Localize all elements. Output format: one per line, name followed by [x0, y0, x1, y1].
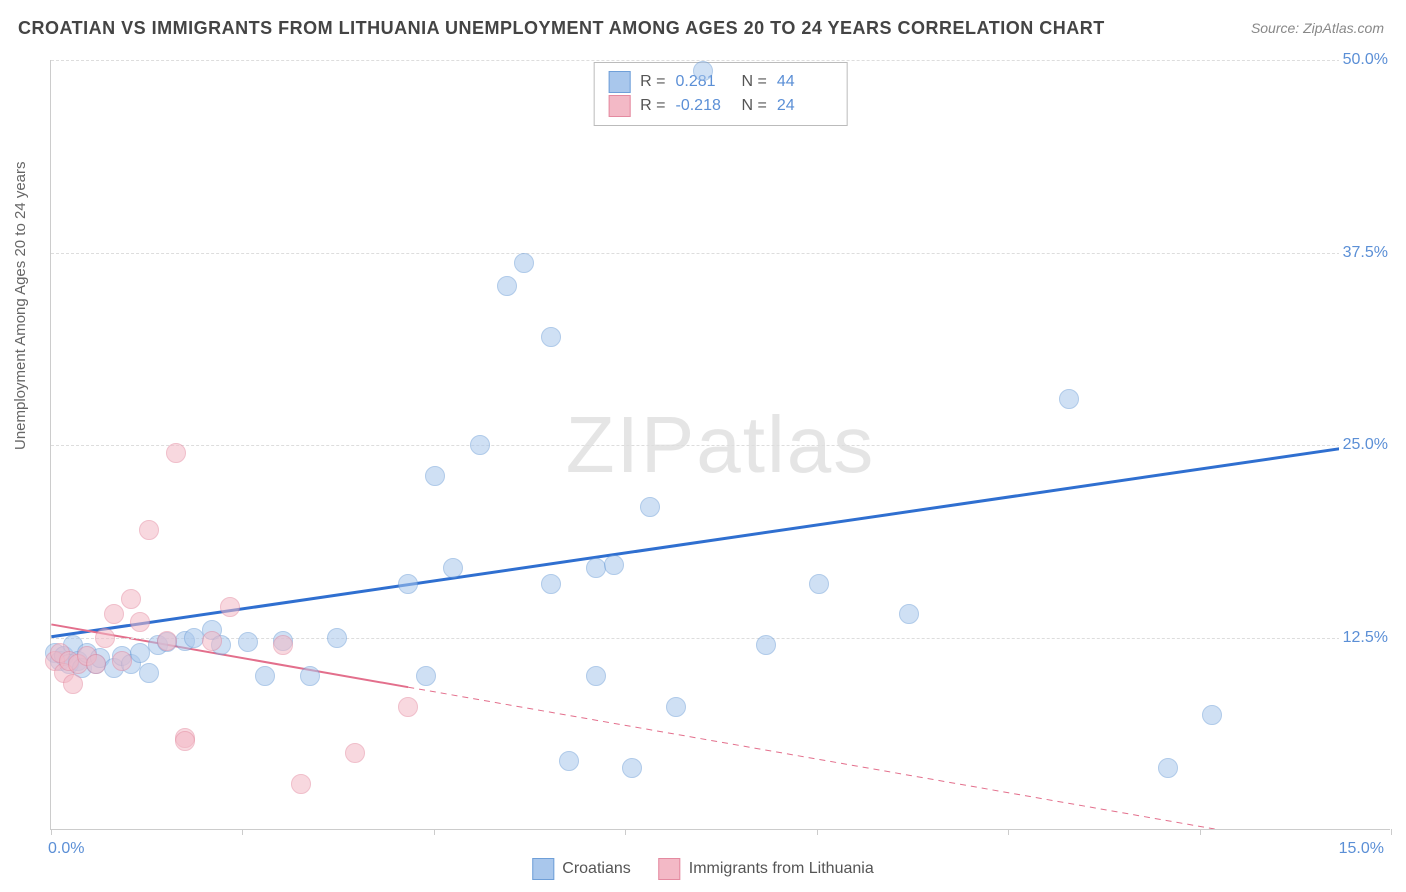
- y-tick-label: 25.0%: [1339, 436, 1392, 454]
- data-point: [497, 276, 517, 296]
- legend-bottom-label-0: Croatians: [562, 860, 630, 878]
- data-point: [756, 635, 776, 655]
- x-tick-mark: [625, 829, 626, 835]
- legend-stats-row-0: R = 0.281 N = 44: [608, 71, 833, 93]
- data-point: [291, 774, 311, 794]
- r-label: R =: [640, 97, 665, 115]
- data-point: [130, 612, 150, 632]
- data-point: [640, 497, 660, 517]
- r-label: R =: [640, 73, 665, 91]
- legend-stats-row-1: R = -0.218 N = 24: [608, 95, 833, 117]
- data-point: [666, 697, 686, 717]
- data-point: [255, 666, 275, 686]
- legend-swatch-0: [608, 71, 630, 93]
- data-point: [139, 520, 159, 540]
- x-axis-min-label: 0.0%: [48, 840, 84, 858]
- y-tick-label: 50.0%: [1339, 51, 1392, 69]
- legend-item-1: Immigrants from Lithuania: [659, 858, 874, 880]
- data-point: [175, 731, 195, 751]
- data-point: [416, 666, 436, 686]
- gridline: [51, 445, 1390, 446]
- source-label: Source: ZipAtlas.com: [1251, 20, 1384, 36]
- data-point: [95, 628, 115, 648]
- data-point: [139, 663, 159, 683]
- trend-line: [51, 441, 1389, 636]
- x-tick-mark: [242, 829, 243, 835]
- chart-title: CROATIAN VS IMMIGRANTS FROM LITHUANIA UN…: [18, 18, 1105, 39]
- x-axis-max-label: 15.0%: [1339, 840, 1384, 858]
- n-label: N =: [742, 73, 767, 91]
- data-point: [443, 558, 463, 578]
- data-point: [345, 743, 365, 763]
- data-point: [809, 574, 829, 594]
- n-label: N =: [742, 97, 767, 115]
- data-point: [273, 635, 293, 655]
- data-point: [238, 632, 258, 652]
- legend-bottom-swatch-1: [659, 858, 681, 880]
- plot-area: ZIPatlas R = 0.281 N = 44 R = -0.218 N =…: [50, 60, 1390, 830]
- data-point: [398, 697, 418, 717]
- n-value-0: 44: [777, 73, 833, 91]
- data-point: [1202, 705, 1222, 725]
- gridline: [51, 253, 1390, 254]
- data-point: [541, 327, 561, 347]
- data-point: [899, 604, 919, 624]
- data-point: [541, 574, 561, 594]
- data-point: [327, 628, 347, 648]
- data-point: [220, 597, 240, 617]
- data-point: [157, 631, 177, 651]
- gridline: [51, 60, 1390, 61]
- x-tick-mark: [817, 829, 818, 835]
- data-point: [559, 751, 579, 771]
- data-point: [514, 253, 534, 273]
- data-point: [63, 674, 83, 694]
- data-point: [425, 466, 445, 486]
- data-point: [586, 558, 606, 578]
- legend-item-0: Croatians: [532, 858, 630, 880]
- x-tick-mark: [1008, 829, 1009, 835]
- x-tick-mark: [1200, 829, 1201, 835]
- n-value-1: 24: [777, 97, 833, 115]
- x-tick-mark: [51, 829, 52, 835]
- data-point: [398, 574, 418, 594]
- data-point: [1059, 389, 1079, 409]
- data-point: [112, 651, 132, 671]
- data-point: [300, 666, 320, 686]
- x-tick-mark: [434, 829, 435, 835]
- y-tick-label: 37.5%: [1339, 244, 1392, 262]
- data-point: [86, 654, 106, 674]
- data-point: [202, 631, 222, 651]
- x-tick-mark: [1391, 829, 1392, 835]
- watermark-text: ZIPatlas: [566, 400, 875, 489]
- data-point: [586, 666, 606, 686]
- data-point: [622, 758, 642, 778]
- data-point: [104, 604, 124, 624]
- y-axis-label: Unemployment Among Ages 20 to 24 years: [12, 161, 29, 450]
- data-point: [1158, 758, 1178, 778]
- data-point: [166, 443, 186, 463]
- data-point: [470, 435, 490, 455]
- data-point: [604, 555, 624, 575]
- legend-bottom: Croatians Immigrants from Lithuania: [532, 858, 873, 880]
- r-value-1: -0.218: [676, 97, 732, 115]
- legend-stats: R = 0.281 N = 44 R = -0.218 N = 24: [593, 62, 848, 126]
- trend-line: [408, 687, 1214, 829]
- data-point: [121, 589, 141, 609]
- y-tick-label: 12.5%: [1339, 629, 1392, 647]
- legend-swatch-1: [608, 95, 630, 117]
- data-point: [693, 61, 713, 81]
- legend-bottom-label-1: Immigrants from Lithuania: [689, 860, 874, 878]
- legend-bottom-swatch-0: [532, 858, 554, 880]
